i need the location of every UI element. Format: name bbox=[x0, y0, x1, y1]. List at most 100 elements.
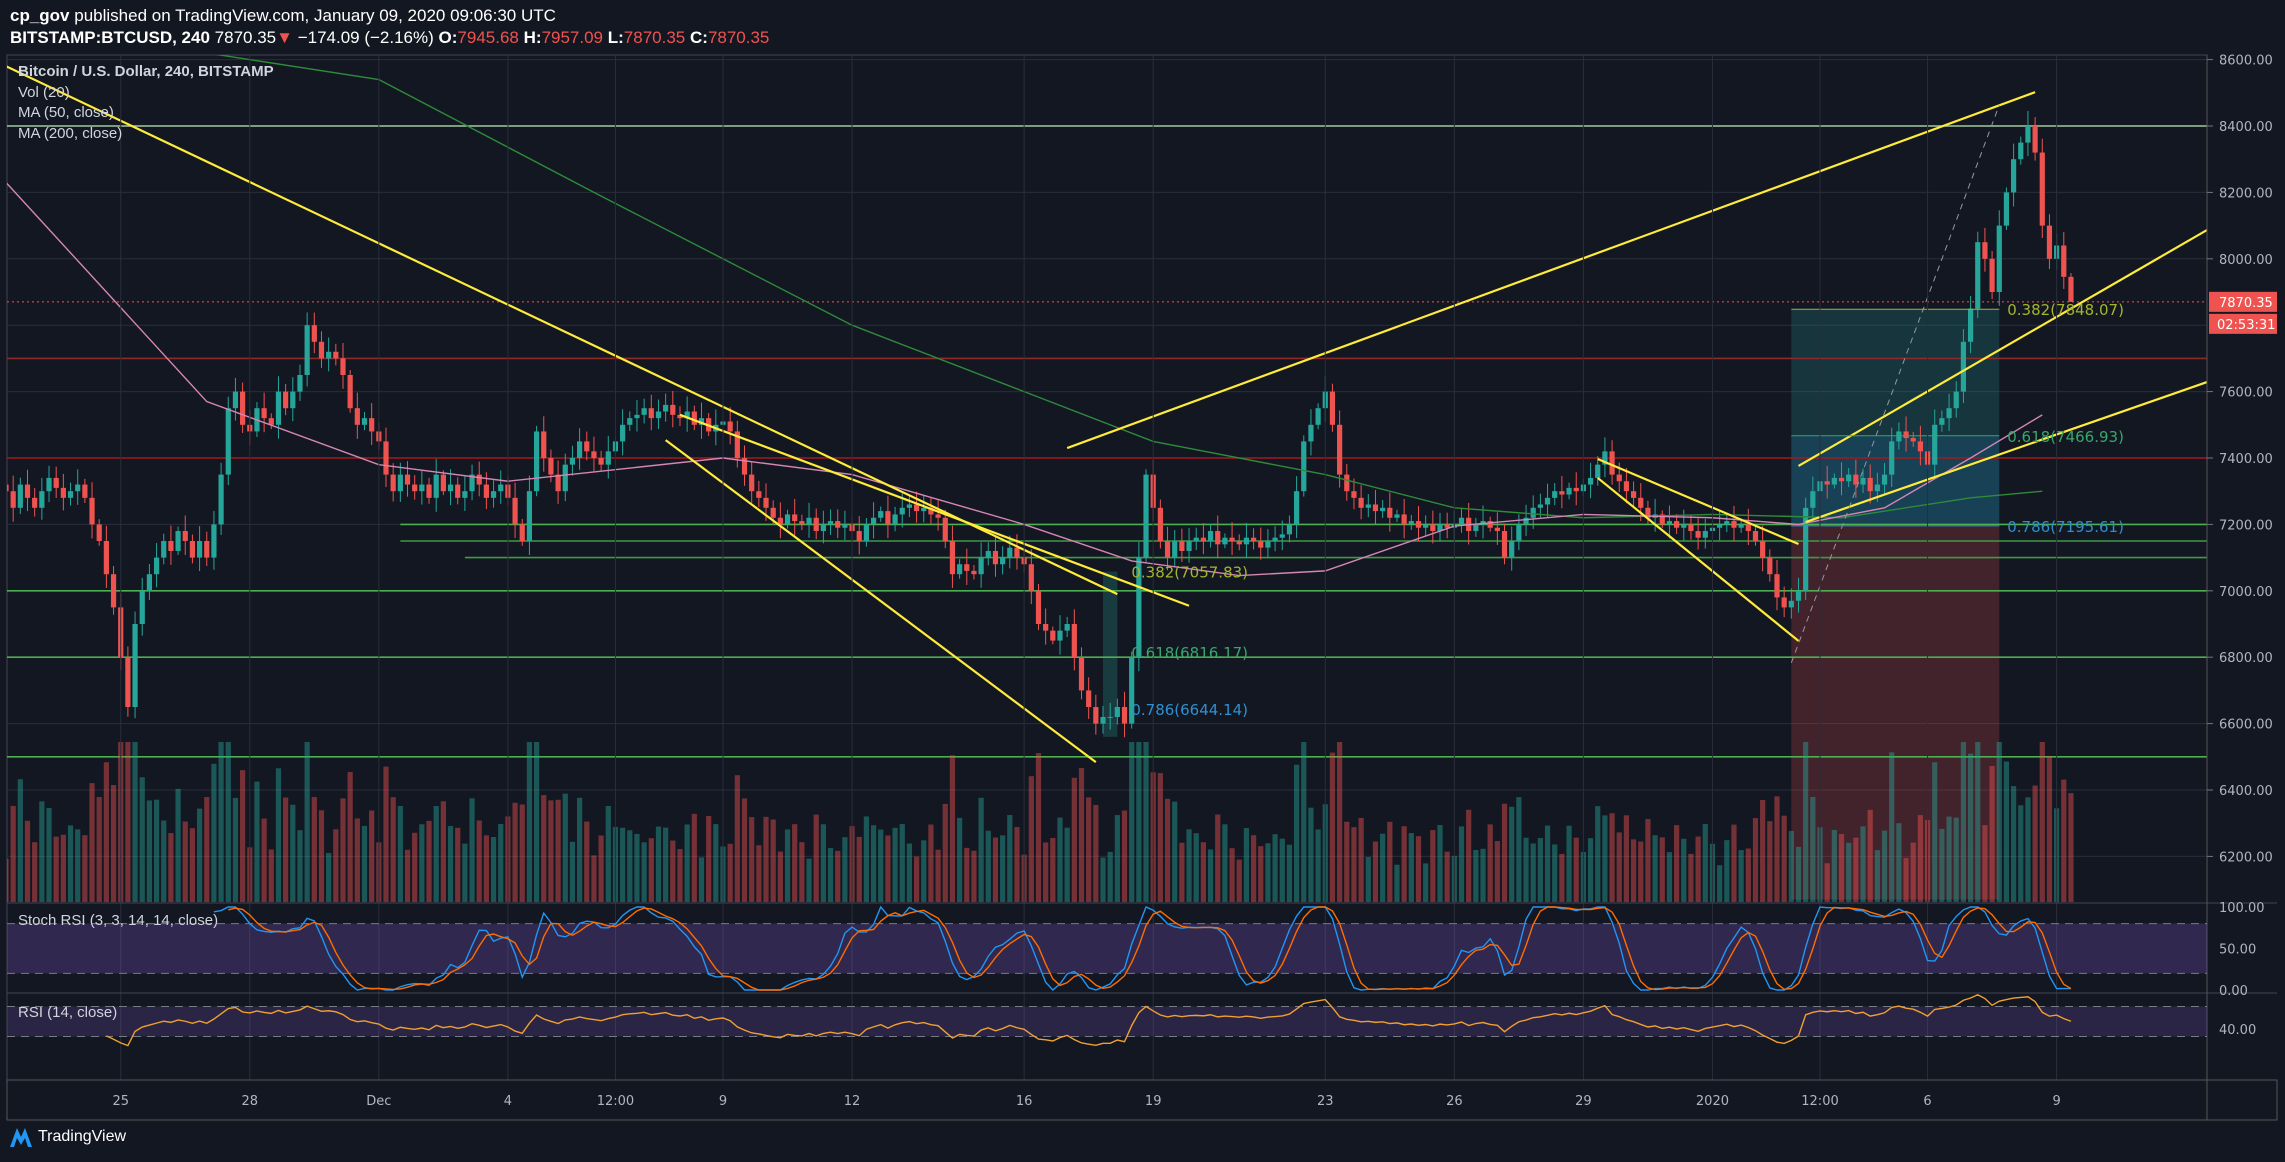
volume-bar bbox=[899, 824, 905, 902]
high-label: H: bbox=[523, 28, 542, 47]
candle-body bbox=[1874, 484, 1880, 492]
volume-bar bbox=[218, 742, 224, 902]
candle-body bbox=[1136, 557, 1142, 658]
volume-bar bbox=[1867, 809, 1873, 902]
x-tick-label: 12:00 bbox=[1801, 1094, 1838, 1109]
volume-bar bbox=[1329, 752, 1336, 902]
volume-bar bbox=[799, 842, 805, 902]
volume-bar bbox=[1222, 824, 1228, 902]
candle-body bbox=[577, 441, 583, 458]
candle-body bbox=[189, 541, 196, 558]
candle-body bbox=[1043, 624, 1049, 631]
volume-bar bbox=[261, 818, 267, 902]
candle-body bbox=[10, 491, 16, 508]
volume-bar bbox=[455, 827, 461, 902]
legend-ma200[interactable]: MA (200, close) bbox=[18, 125, 123, 142]
volume-bar bbox=[727, 843, 733, 902]
candle-body bbox=[1853, 474, 1859, 485]
volume-bar bbox=[361, 825, 368, 902]
price-change: −174.09 (−2.16%) bbox=[297, 28, 434, 47]
volume-bar bbox=[1674, 825, 1680, 902]
volume-bar bbox=[383, 766, 389, 902]
candle-body bbox=[390, 474, 396, 492]
open-value: 7945.68 bbox=[457, 28, 519, 47]
volume-bar bbox=[89, 783, 95, 902]
candle-body bbox=[1358, 497, 1364, 508]
candle-body bbox=[727, 421, 733, 432]
volume-bar bbox=[110, 784, 117, 902]
candle-body bbox=[275, 391, 282, 425]
volume-bar bbox=[1881, 830, 1888, 902]
candle-body bbox=[1423, 524, 1429, 528]
volume-bar bbox=[555, 799, 561, 902]
volume-bar bbox=[691, 813, 697, 902]
volume-bar bbox=[1387, 821, 1393, 902]
volume-bar bbox=[1623, 815, 1630, 902]
candle-body bbox=[1286, 524, 1293, 535]
x-tick-label: 6 bbox=[1923, 1094, 1931, 1109]
candle-body bbox=[1114, 707, 1120, 717]
candle-body bbox=[354, 408, 360, 425]
volume-bar bbox=[1552, 844, 1558, 902]
candle-body bbox=[1573, 487, 1579, 492]
legend-vol[interactable]: Vol (20) bbox=[18, 84, 70, 101]
candle-body bbox=[1337, 424, 1343, 475]
volume-bar bbox=[469, 798, 475, 902]
volume-bar bbox=[1946, 816, 1952, 902]
volume-bar bbox=[1093, 804, 1099, 902]
volume-bar bbox=[1745, 848, 1751, 902]
candle-body bbox=[304, 325, 310, 375]
candle-body bbox=[1702, 531, 1708, 538]
candle-body bbox=[1810, 491, 1816, 508]
price-tick-label: 7200.00 bbox=[2219, 518, 2273, 533]
candle-body bbox=[139, 590, 145, 624]
volume-bar bbox=[125, 742, 131, 902]
price-tick-label: 7000.00 bbox=[2219, 585, 2273, 600]
volume-bar bbox=[412, 832, 418, 902]
volume-bar bbox=[1853, 837, 1859, 902]
candle-body bbox=[455, 484, 461, 498]
volume-bar bbox=[627, 830, 633, 902]
candle-body bbox=[340, 358, 346, 375]
candle-body bbox=[1387, 507, 1393, 518]
volume-bar bbox=[512, 802, 518, 902]
legend-ma50[interactable]: MA (50, close) bbox=[18, 104, 114, 121]
candle-body bbox=[261, 408, 267, 419]
candle-body bbox=[204, 541, 210, 558]
candle-body bbox=[1064, 624, 1070, 631]
x-tick-label: 26 bbox=[1446, 1094, 1463, 1109]
volume-bar bbox=[490, 837, 497, 902]
candle-body bbox=[1953, 391, 1959, 409]
volume-bar bbox=[1967, 753, 1974, 902]
volume-bar bbox=[1078, 767, 1085, 902]
candle-body bbox=[1889, 441, 1895, 475]
volume-bar bbox=[347, 771, 353, 902]
legend-stoch-rsi[interactable]: Stoch RSI (3, 3, 14, 14, close) bbox=[18, 912, 219, 929]
tradingview-branding[interactable]: TradingView bbox=[8, 1125, 126, 1149]
candle-body bbox=[620, 424, 626, 442]
stoch-d-line bbox=[228, 906, 2072, 991]
volume-bar bbox=[1394, 864, 1400, 902]
volume-bar bbox=[1767, 821, 1773, 902]
volume-bar bbox=[541, 795, 547, 902]
candle-body bbox=[648, 408, 654, 419]
candle-body bbox=[1157, 507, 1163, 541]
candle-body bbox=[1365, 504, 1371, 508]
volume-bar bbox=[1358, 817, 1364, 902]
volume-bar bbox=[684, 824, 690, 902]
candle-body bbox=[1215, 531, 1221, 545]
candle-body bbox=[412, 484, 418, 492]
candle-body bbox=[555, 474, 561, 492]
candle-body bbox=[1559, 491, 1565, 495]
volume-bar bbox=[60, 834, 66, 902]
candle-body bbox=[1415, 521, 1422, 528]
volume-bar bbox=[1666, 852, 1673, 902]
trendline bbox=[679, 413, 1190, 607]
volume-bar bbox=[476, 820, 482, 902]
candle-body bbox=[1380, 507, 1386, 512]
legend-rsi[interactable]: RSI (14, close) bbox=[18, 1004, 118, 1021]
volume-bar bbox=[354, 818, 360, 902]
volume-bar bbox=[827, 848, 834, 902]
volume-bar bbox=[96, 797, 102, 902]
